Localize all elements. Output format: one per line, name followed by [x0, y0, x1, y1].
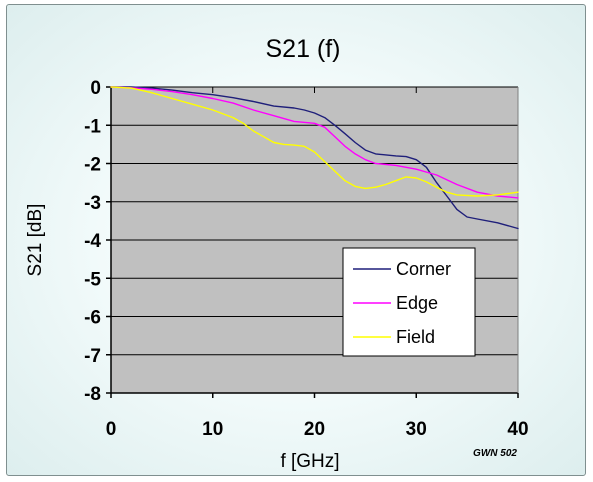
y-tick-label-4: -4	[84, 231, 101, 252]
y-axis-label: S21 [dB]	[25, 204, 46, 277]
chart-frame: S21 (f) 0 -1 -2 -3 -4 -5 -6 -7 -8 0 10 20 30 40 S21 …	[6, 4, 586, 476]
legend-label-corner: Corner	[396, 259, 451, 279]
series-line-field	[110, 86, 519, 197]
y-tick-label-1: -1	[84, 116, 101, 137]
x-tick-labels: 0 10 20 30 40	[106, 419, 529, 440]
y-tick-label-0: 0	[90, 78, 101, 99]
chart-title: S21 (f)	[265, 35, 340, 63]
axis-lines	[106, 86, 519, 398]
x-tick-label-0: 0	[106, 419, 117, 440]
y-tick-label-5: -5	[84, 269, 101, 290]
x-tick-label-2: 20	[304, 419, 325, 440]
legend-box	[342, 247, 476, 357]
series-line-corner	[110, 86, 519, 230]
x-tick-label-1: 10	[202, 419, 223, 440]
series-line-edge	[110, 86, 519, 199]
y-tick-label-7: -7	[84, 346, 101, 367]
y-tick-label-2: -2	[84, 155, 101, 176]
y-tick-labels: 0 -1 -2 -3 -4 -5 -6 -7 -8	[84, 78, 101, 405]
figure-code: GWN 502	[473, 448, 517, 459]
y-tick-label-3: -3	[84, 193, 101, 214]
series-lines	[110, 86, 519, 230]
legend-label-field: Field	[396, 327, 435, 347]
y-tick-label-6: -6	[84, 308, 101, 329]
y-tick-label-8: -8	[84, 384, 101, 405]
x-tick-label-3: 30	[406, 419, 427, 440]
chart-svg: S21 (f) 0 -1 -2 -3 -4 -5 -6 -7 -8 0 10 20 30 40 S21 …	[25, 35, 529, 472]
x-axis-label: f [GHz]	[280, 451, 339, 472]
legend-label-edge: Edge	[396, 293, 438, 313]
x-tick-label-4: 40	[507, 419, 528, 440]
legend: Corner Edge Field	[342, 247, 476, 357]
